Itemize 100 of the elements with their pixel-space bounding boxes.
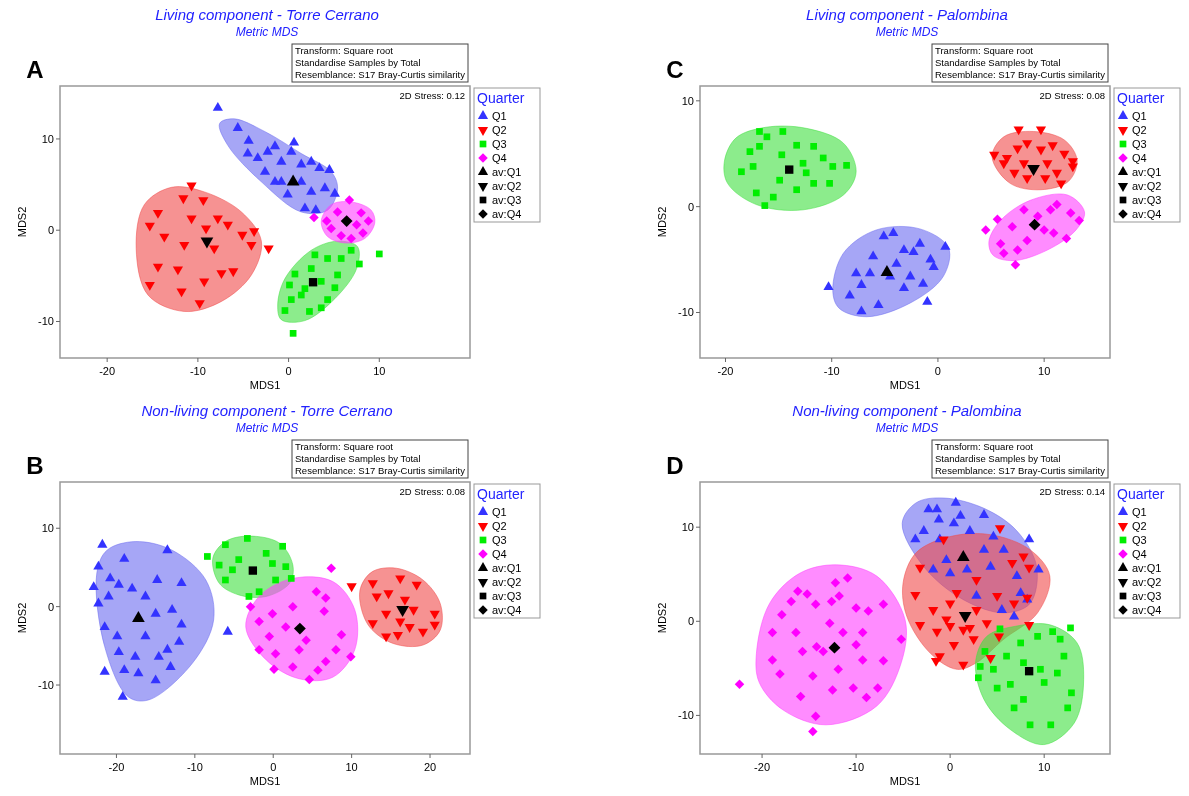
point <box>336 630 347 640</box>
point <box>830 577 841 588</box>
point <box>898 244 910 253</box>
text: Standardise Samples by Total <box>295 57 421 68</box>
y-tick-label: -10 <box>678 709 694 722</box>
point <box>254 645 264 655</box>
text: Standardise Samples by Total <box>935 453 1061 464</box>
point <box>1056 180 1067 190</box>
point <box>381 610 392 620</box>
point <box>785 165 794 174</box>
point <box>978 543 990 553</box>
point <box>985 655 996 664</box>
point <box>828 641 841 654</box>
point <box>945 567 956 577</box>
chart-subtitle: Metric MDS <box>235 25 299 39</box>
point <box>404 624 415 633</box>
legend-label: av:Q1 <box>492 166 522 178</box>
point <box>317 277 325 285</box>
point <box>140 590 151 600</box>
point <box>767 655 778 665</box>
point <box>272 576 279 584</box>
point <box>872 683 883 693</box>
point <box>1007 222 1018 232</box>
legend-label: Q2 <box>1132 520 1147 532</box>
point <box>319 182 330 192</box>
point <box>319 606 329 617</box>
point <box>269 140 281 150</box>
point <box>279 542 286 550</box>
point <box>296 158 307 168</box>
point <box>307 265 315 272</box>
point <box>1013 126 1024 136</box>
point <box>1028 218 1041 231</box>
point <box>324 164 335 173</box>
point <box>923 503 934 513</box>
point <box>1008 610 1020 620</box>
point <box>1022 235 1032 246</box>
point <box>194 300 205 310</box>
point <box>802 169 810 177</box>
text: C <box>666 56 684 83</box>
point <box>152 574 163 583</box>
y-axis-title: MDS2 <box>16 602 28 634</box>
point <box>144 222 155 232</box>
point <box>289 330 297 337</box>
point <box>908 246 919 256</box>
point <box>235 556 243 563</box>
point <box>324 255 331 262</box>
annotation: 2D Stress: 0.14 <box>1039 486 1105 497</box>
point <box>955 510 966 519</box>
point <box>383 590 394 600</box>
point <box>176 577 187 587</box>
point <box>928 607 939 616</box>
point <box>204 553 211 560</box>
point <box>833 664 843 675</box>
chart-title: Non-living component - Palombina <box>792 402 1022 419</box>
point <box>810 180 818 187</box>
point <box>1067 624 1074 632</box>
y-tick-label: 10 <box>681 521 694 534</box>
point <box>1040 679 1048 686</box>
point <box>918 525 929 534</box>
point <box>270 648 281 659</box>
y-tick-label: 0 <box>47 224 54 237</box>
point <box>267 608 278 619</box>
text: Standardise Samples by Total <box>935 57 1061 68</box>
point <box>367 620 378 629</box>
point <box>150 674 161 684</box>
point <box>996 625 1004 633</box>
point <box>971 607 982 616</box>
point <box>340 215 353 227</box>
point <box>905 270 916 280</box>
point <box>269 664 279 675</box>
annotation: 2D Stress: 0.08 <box>399 486 465 497</box>
point <box>829 163 837 170</box>
point <box>799 159 807 167</box>
chart-subtitle: Metric MDS <box>875 421 939 435</box>
point <box>857 655 868 665</box>
point <box>1033 211 1043 221</box>
legend-label: Q2 <box>1132 124 1147 136</box>
point <box>212 215 223 225</box>
y-axis-title: MDS2 <box>656 602 668 634</box>
point <box>162 643 173 653</box>
point <box>132 611 145 623</box>
point <box>144 282 155 291</box>
point <box>756 142 763 150</box>
point <box>856 305 867 315</box>
point <box>1022 175 1033 184</box>
point <box>347 246 355 254</box>
point <box>1065 208 1076 218</box>
point <box>1045 205 1056 215</box>
point <box>1049 628 1056 635</box>
point <box>1010 260 1021 270</box>
point <box>910 533 921 543</box>
point <box>301 285 309 292</box>
point <box>331 645 341 655</box>
point <box>392 631 403 641</box>
point <box>1042 160 1053 170</box>
point <box>767 627 778 638</box>
point <box>1035 126 1047 136</box>
point <box>237 231 248 241</box>
point <box>749 163 757 170</box>
point <box>988 530 999 540</box>
